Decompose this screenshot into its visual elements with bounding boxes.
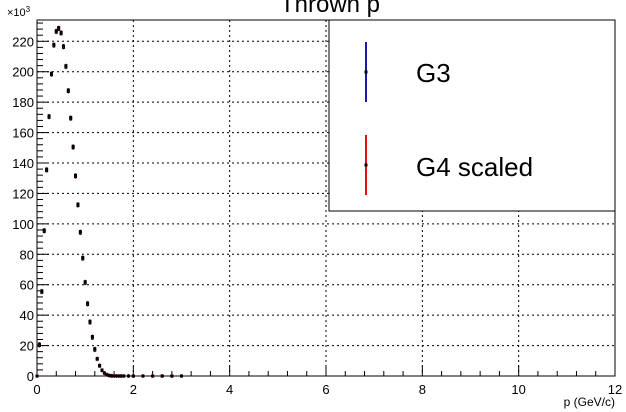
y-exponent-base: ×10 bbox=[7, 7, 26, 19]
data-point bbox=[37, 342, 41, 346]
legend: G3 G4 scaled bbox=[328, 19, 616, 212]
data-point bbox=[49, 71, 53, 75]
data-point bbox=[57, 26, 61, 30]
data-points bbox=[35, 25, 183, 378]
y-tick-label: 0 bbox=[27, 369, 34, 384]
data-point bbox=[107, 373, 111, 377]
data-point bbox=[98, 363, 102, 367]
data-point bbox=[151, 374, 155, 378]
data-point bbox=[59, 30, 63, 34]
y-tick-label: 200 bbox=[12, 65, 34, 80]
data-point bbox=[86, 301, 90, 305]
axis-ticks bbox=[36, 22, 616, 377]
data-point bbox=[54, 29, 58, 33]
data-point bbox=[131, 374, 135, 378]
data-point bbox=[119, 374, 123, 378]
data-point bbox=[40, 289, 44, 293]
data-point bbox=[93, 347, 97, 351]
x-tick-label: 0 bbox=[33, 382, 40, 397]
y-tick-label: 20 bbox=[20, 339, 34, 354]
data-point bbox=[71, 144, 75, 148]
y-tick-label: 120 bbox=[12, 186, 34, 201]
series-g3 bbox=[35, 27, 183, 378]
legend-dot-g4 bbox=[364, 163, 368, 167]
data-point bbox=[180, 374, 183, 378]
data-point bbox=[112, 374, 116, 378]
data-point bbox=[69, 115, 73, 119]
y-tick-label: 80 bbox=[20, 247, 34, 262]
legend-label-g4: G4 scaled bbox=[416, 152, 533, 182]
legend-label-g3: G3 bbox=[416, 58, 451, 88]
data-point bbox=[88, 319, 92, 323]
x-axis-label: p (GeV/c) bbox=[564, 395, 615, 409]
data-point bbox=[170, 374, 174, 378]
data-point bbox=[90, 334, 94, 338]
data-point bbox=[74, 173, 78, 177]
data-point bbox=[95, 357, 99, 361]
x-tick-label: 6 bbox=[322, 382, 329, 397]
data-point bbox=[114, 374, 118, 378]
data-point bbox=[45, 167, 49, 171]
data-point bbox=[78, 229, 82, 233]
x-tick-label: 12 bbox=[608, 382, 622, 397]
y-tick-label: 180 bbox=[12, 95, 34, 110]
data-point bbox=[160, 374, 164, 378]
data-point bbox=[66, 88, 70, 92]
x-tick-label: 8 bbox=[419, 382, 426, 397]
data-point bbox=[117, 374, 121, 378]
y-tick-label: 100 bbox=[12, 217, 34, 232]
data-point bbox=[64, 64, 68, 68]
y-tick-label: 160 bbox=[12, 126, 34, 141]
data-point bbox=[47, 114, 51, 118]
x-tick-labels: 0 2 4 6 8 10 12 bbox=[33, 382, 622, 397]
x-tick-label: 10 bbox=[511, 382, 525, 397]
data-point bbox=[83, 280, 87, 284]
data-point bbox=[102, 371, 106, 375]
x-tick-label: 4 bbox=[226, 382, 233, 397]
legend-dot-g3 bbox=[364, 70, 368, 74]
data-point bbox=[105, 373, 109, 377]
data-point bbox=[141, 374, 145, 378]
y-tick-label: 220 bbox=[12, 34, 34, 49]
x-tick-label: 2 bbox=[130, 382, 137, 397]
legend-box bbox=[328, 19, 616, 212]
data-point bbox=[76, 202, 80, 206]
data-point bbox=[81, 255, 85, 259]
y-exponent-label: ×103 bbox=[7, 5, 31, 19]
data-point bbox=[100, 368, 104, 372]
data-point bbox=[52, 42, 56, 46]
y-tick-label: 140 bbox=[12, 156, 34, 171]
y-tick-label: 60 bbox=[20, 278, 34, 293]
y-tick-label: 40 bbox=[20, 308, 34, 323]
data-point bbox=[42, 228, 46, 232]
data-point bbox=[122, 374, 126, 378]
data-point bbox=[127, 374, 131, 378]
data-point bbox=[35, 374, 39, 378]
data-point bbox=[61, 44, 65, 48]
series-g4-scaled bbox=[35, 25, 183, 378]
chart-title: Thrown p bbox=[280, 0, 380, 18]
y-tick-labels: 0 20 40 60 80 100 120 140 160 180 200 220 bbox=[12, 34, 34, 384]
y-exponent-power: 3 bbox=[26, 5, 31, 14]
data-point bbox=[110, 374, 114, 378]
